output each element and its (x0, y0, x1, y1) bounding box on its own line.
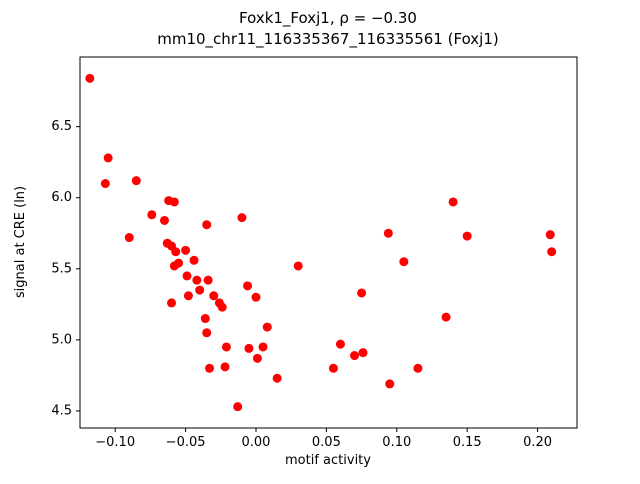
data-point (205, 363, 215, 373)
data-point (202, 328, 212, 338)
data-point (147, 210, 157, 220)
data-point (357, 288, 367, 298)
y-tick-label: 4.5 (51, 403, 72, 418)
data-point (358, 348, 368, 358)
y-tick-label: 6.0 (51, 190, 72, 205)
data-point (192, 275, 202, 285)
y-tick-label: 6.5 (51, 119, 72, 134)
data-point (293, 261, 303, 271)
data-point (167, 298, 177, 308)
data-point (243, 281, 253, 291)
data-point (183, 291, 193, 301)
data-point (328, 363, 338, 373)
data-point (131, 176, 141, 186)
x-tick-label: 0.00 (242, 435, 271, 450)
data-point (385, 379, 395, 389)
y-tick-label: 5.0 (51, 332, 72, 347)
data-point (124, 233, 134, 243)
data-point (195, 285, 205, 295)
x-tick-label: −0.05 (166, 435, 206, 450)
plot-title: Foxk1_Foxj1, ρ = −0.30 (239, 9, 417, 28)
data-point (251, 292, 261, 302)
data-point (272, 373, 282, 383)
data-point (221, 342, 231, 352)
data-point (252, 353, 262, 363)
x-tick-label: 0.20 (523, 435, 552, 450)
data-point (182, 271, 192, 281)
data-point (335, 339, 345, 349)
data-point (545, 230, 555, 240)
data-point (159, 215, 169, 225)
plot-area (79, 56, 578, 429)
x-tick-label: −0.10 (95, 435, 135, 450)
x-axis-label: motif activity (285, 453, 371, 468)
data-point (100, 179, 110, 189)
data-point (189, 255, 199, 265)
data-point (262, 322, 272, 332)
data-point (200, 314, 210, 324)
data-point (85, 73, 95, 83)
data-point (244, 343, 254, 353)
data-point (413, 363, 423, 373)
data-point (448, 197, 458, 207)
x-tick-label: 0.15 (453, 435, 482, 450)
data-point (181, 245, 191, 255)
y-tick-label: 5.5 (51, 261, 72, 276)
data-point (209, 291, 219, 301)
data-point (203, 275, 213, 285)
data-point (202, 220, 212, 230)
data-point (233, 402, 243, 412)
data-point (383, 228, 393, 238)
x-tick-label: 0.10 (382, 435, 411, 450)
data-point (169, 197, 179, 207)
data-point (462, 231, 472, 241)
x-tick-label: 0.05 (312, 435, 341, 450)
data-point (441, 312, 451, 322)
data-point (258, 342, 268, 352)
data-point (547, 247, 557, 257)
data-point (237, 213, 247, 223)
data-point (169, 261, 179, 271)
plot-generated-layer: −0.10 −0.05 0.00 0.05 0.10 0.15 0.20 4.5 5.0 5.5 6… (51, 56, 578, 450)
y-axis-label: signal at CRE (ln) (13, 186, 28, 298)
data-point (217, 302, 227, 312)
plot-subtitle: mm10_chr11_116335367_116335561 (Foxj1) (157, 30, 498, 49)
data-point (103, 153, 113, 163)
data-point (399, 257, 409, 267)
data-point (350, 351, 360, 361)
data-point (220, 362, 230, 372)
data-point (171, 247, 181, 257)
